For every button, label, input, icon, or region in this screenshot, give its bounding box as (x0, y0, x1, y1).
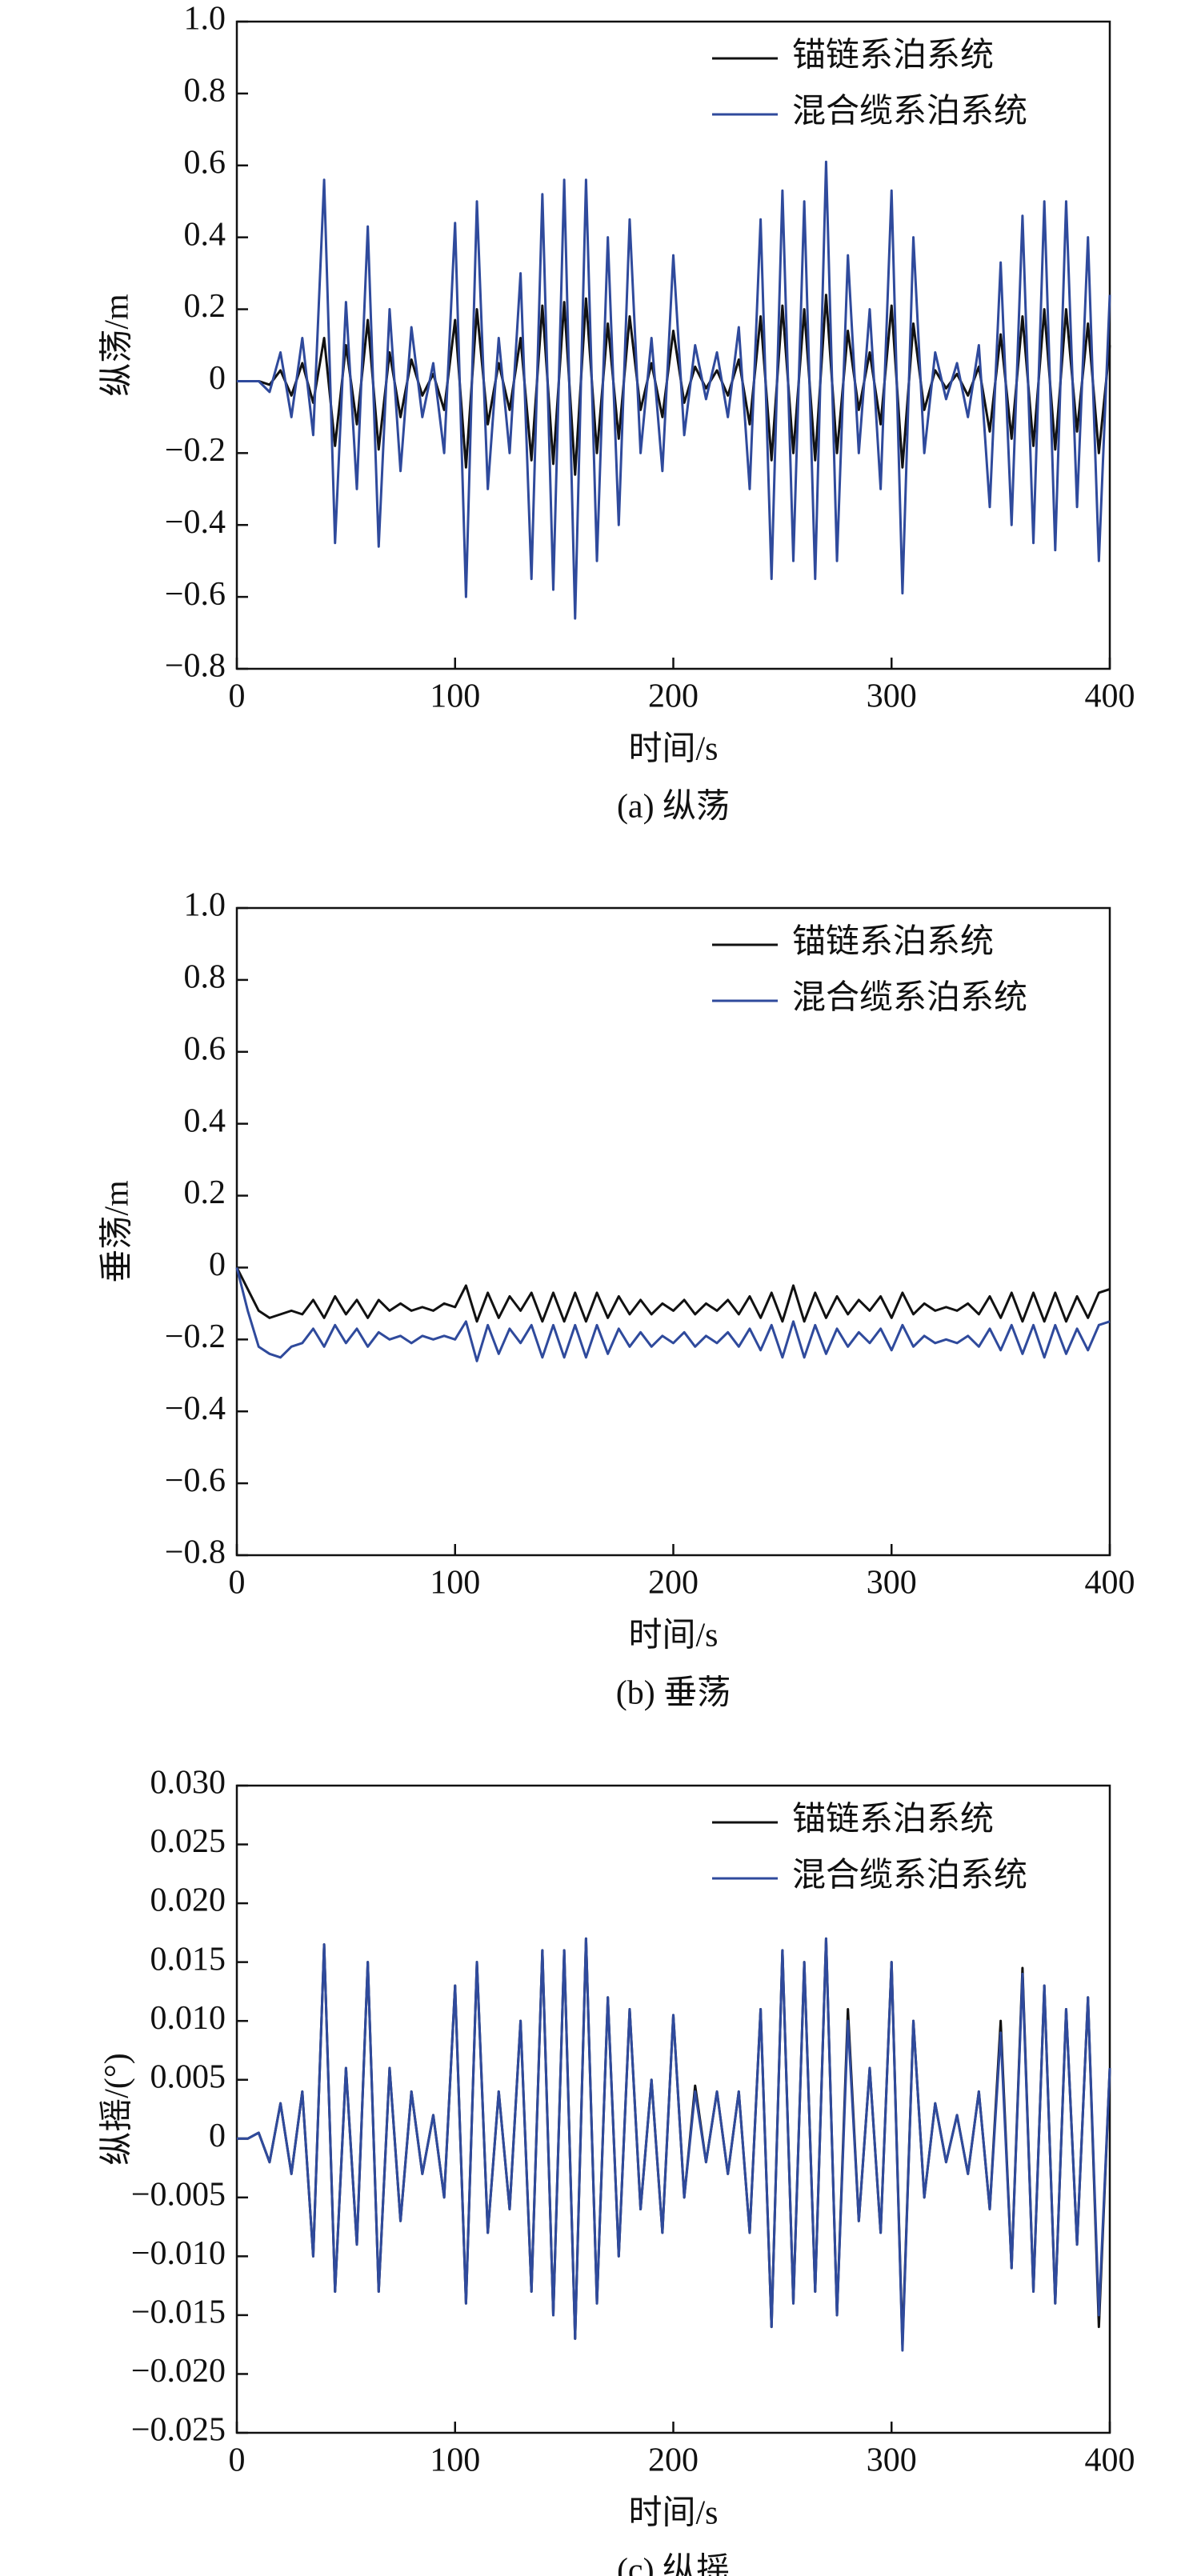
y-tick-label: −0.020 (131, 2353, 226, 2390)
x-tick-label: 100 (430, 1565, 480, 1602)
legend-label: 锚链系泊系统 (792, 1802, 994, 1838)
y-tick-label: −0.010 (131, 2235, 226, 2272)
legend-label: 混合缆系泊系统 (792, 94, 1027, 130)
y-tick-label: −0.015 (131, 2294, 226, 2331)
y-tick-label: −0.6 (165, 1462, 226, 1499)
y-tick-label: 0.4 (184, 216, 226, 253)
y-tick-label: 0.030 (150, 1765, 226, 1802)
y-tick-label: −0.2 (165, 1318, 226, 1355)
series-line (237, 294, 1111, 476)
y-tick-label: 0.020 (150, 1882, 226, 1919)
y-tick-label: −0.6 (165, 576, 226, 613)
y-axis-label: 纵摇/(°) (99, 2053, 136, 2165)
x-tick-label: 200 (648, 1565, 699, 1602)
legend-label: 混合缆系泊系统 (792, 980, 1027, 1017)
y-tick-label: −0.8 (165, 648, 226, 685)
y-tick-label: 1.0 (184, 1, 226, 38)
y-tick-label: 0.8 (184, 73, 226, 110)
series-line (237, 1937, 1111, 2352)
legend-label: 混合缆系泊系统 (792, 1858, 1027, 1894)
x-axis-label: 时间/s (628, 1618, 718, 1654)
x-tick-label: 200 (648, 678, 699, 715)
x-tick-label: 300 (867, 2442, 917, 2479)
series-line (237, 160, 1111, 620)
caption: (b) 垂荡 (616, 1675, 731, 1712)
y-tick-label: 0.025 (150, 1823, 226, 1860)
x-tick-label: 300 (867, 1565, 917, 1602)
y-tick-label: 0.6 (184, 144, 226, 181)
y-tick-label: 0 (209, 360, 226, 397)
x-tick-label: 300 (867, 678, 917, 715)
y-tick-label: 0.010 (150, 2000, 226, 2037)
y-tick-label: 1.0 (184, 887, 226, 924)
x-tick-label: 400 (1085, 678, 1135, 715)
y-tick-label: 0.4 (184, 1102, 226, 1139)
y-tick-label: 0.2 (184, 1174, 226, 1211)
y-tick-label: −0.4 (165, 1390, 226, 1427)
series-line (235, 1267, 1111, 1362)
y-tick-label: 0.005 (150, 2058, 226, 2095)
legend-label: 锚链系泊系统 (792, 38, 994, 74)
x-tick-label: 100 (430, 678, 480, 715)
y-tick-label: −0.025 (131, 2412, 226, 2449)
caption: (c) 纵摇 (617, 2553, 730, 2576)
legend-label: 锚链系泊系统 (792, 924, 994, 961)
x-axis-label: 时间/s (628, 731, 718, 768)
y-tick-label: 0 (209, 1246, 226, 1283)
x-tick-label: 0 (229, 1565, 246, 1602)
y-tick-label: 0.015 (150, 1941, 226, 1978)
y-tick-label: 0 (209, 2118, 226, 2154)
y-axis-label: 垂荡/m (99, 1180, 136, 1283)
x-tick-label: 0 (229, 678, 246, 715)
series-line (237, 1937, 1111, 2346)
caption: (a) 纵荡 (617, 789, 730, 826)
y-tick-label: 0.2 (184, 288, 226, 325)
x-tick-label: 400 (1085, 1565, 1135, 1602)
y-tick-label: −0.2 (165, 432, 226, 469)
y-tick-label: 0.6 (184, 1030, 226, 1067)
y-tick-label: −0.4 (165, 504, 226, 541)
y-tick-label: −0.005 (131, 2176, 226, 2213)
x-tick-label: 400 (1085, 2442, 1135, 2479)
series-line (235, 1266, 1111, 1323)
y-tick-label: 0.8 (184, 959, 226, 996)
y-tick-label: −0.8 (165, 1534, 226, 1571)
x-axis-label: 时间/s (628, 2495, 718, 2532)
y-axis-label: 纵荡/m (99, 294, 136, 397)
x-tick-label: 100 (430, 2442, 480, 2479)
x-tick-label: 0 (229, 2442, 246, 2479)
x-tick-label: 200 (648, 2442, 699, 2479)
